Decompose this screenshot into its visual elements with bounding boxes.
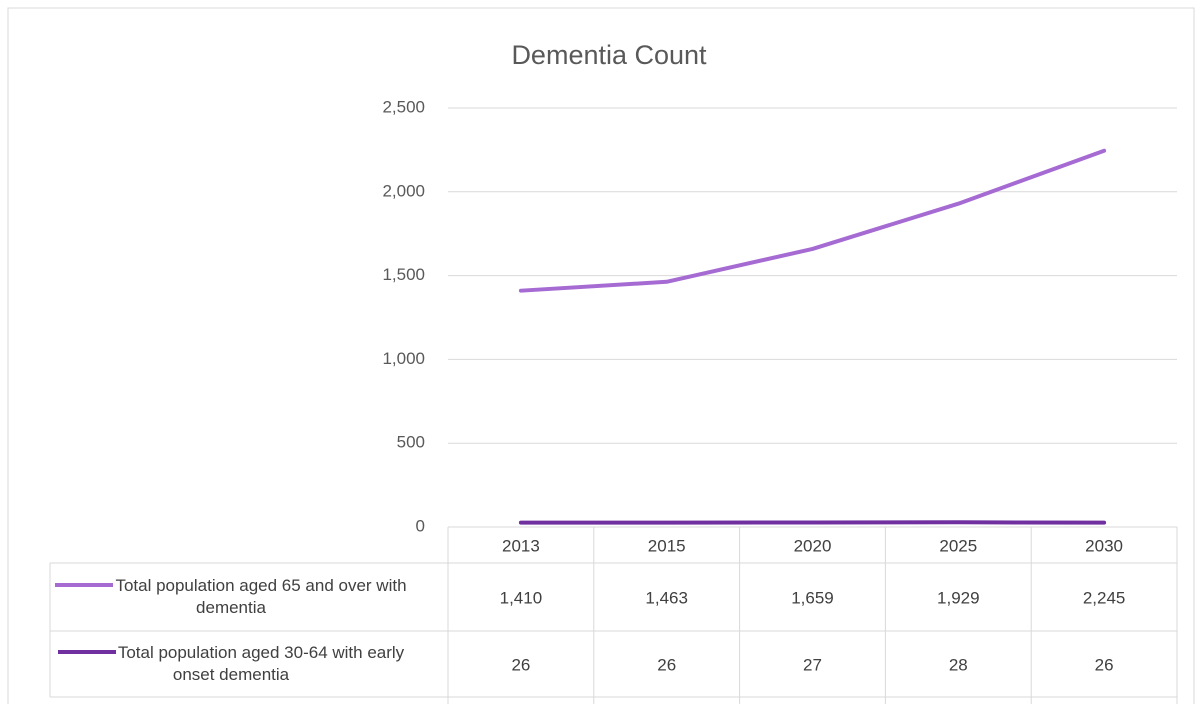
table-value: 1,463: [645, 588, 688, 607]
legend-label: Total population aged 65 and over with d…: [115, 576, 407, 617]
y-tick-label: 2,000: [382, 181, 425, 200]
legend-text: Total population aged 30-64 with early o…: [54, 642, 408, 686]
x-tick-label: 2020: [794, 536, 832, 555]
table-value: 1,929: [937, 588, 980, 607]
y-tick-label: 1,000: [382, 349, 425, 368]
legend-entry: Total population aged 65 and over with d…: [50, 563, 448, 631]
line-series: [518, 148, 1107, 293]
y-tick-label: 2,500: [382, 97, 425, 116]
x-tick-label: 2013: [502, 536, 540, 555]
table-value: 26: [511, 655, 530, 674]
legend-key: [55, 582, 114, 587]
table-value: 26: [657, 655, 676, 674]
table-value: 27: [803, 655, 822, 674]
y-tick-label: 0: [416, 516, 425, 535]
chart-title: Dementia Count: [511, 40, 707, 70]
table-value: 1,659: [791, 588, 834, 607]
legend-entry: Total population aged 30-64 with early o…: [50, 631, 448, 697]
x-tick-label: 2030: [1085, 536, 1123, 555]
legend-text: Total population aged 65 and over with d…: [54, 575, 408, 619]
table-value: 2,245: [1083, 588, 1126, 607]
table-value: 1,410: [500, 588, 543, 607]
y-tick-label: 1,500: [382, 265, 425, 284]
y-tick-label: 500: [397, 433, 425, 452]
table-value: 26: [1095, 655, 1114, 674]
chart-border: [7, 7, 1195, 704]
legend-label: Total population aged 30-64 with early o…: [117, 643, 405, 684]
table-value: 28: [949, 655, 968, 674]
legend-key: [57, 649, 116, 654]
x-tick-label: 2015: [648, 536, 686, 555]
x-tick-label: 2025: [939, 536, 977, 555]
